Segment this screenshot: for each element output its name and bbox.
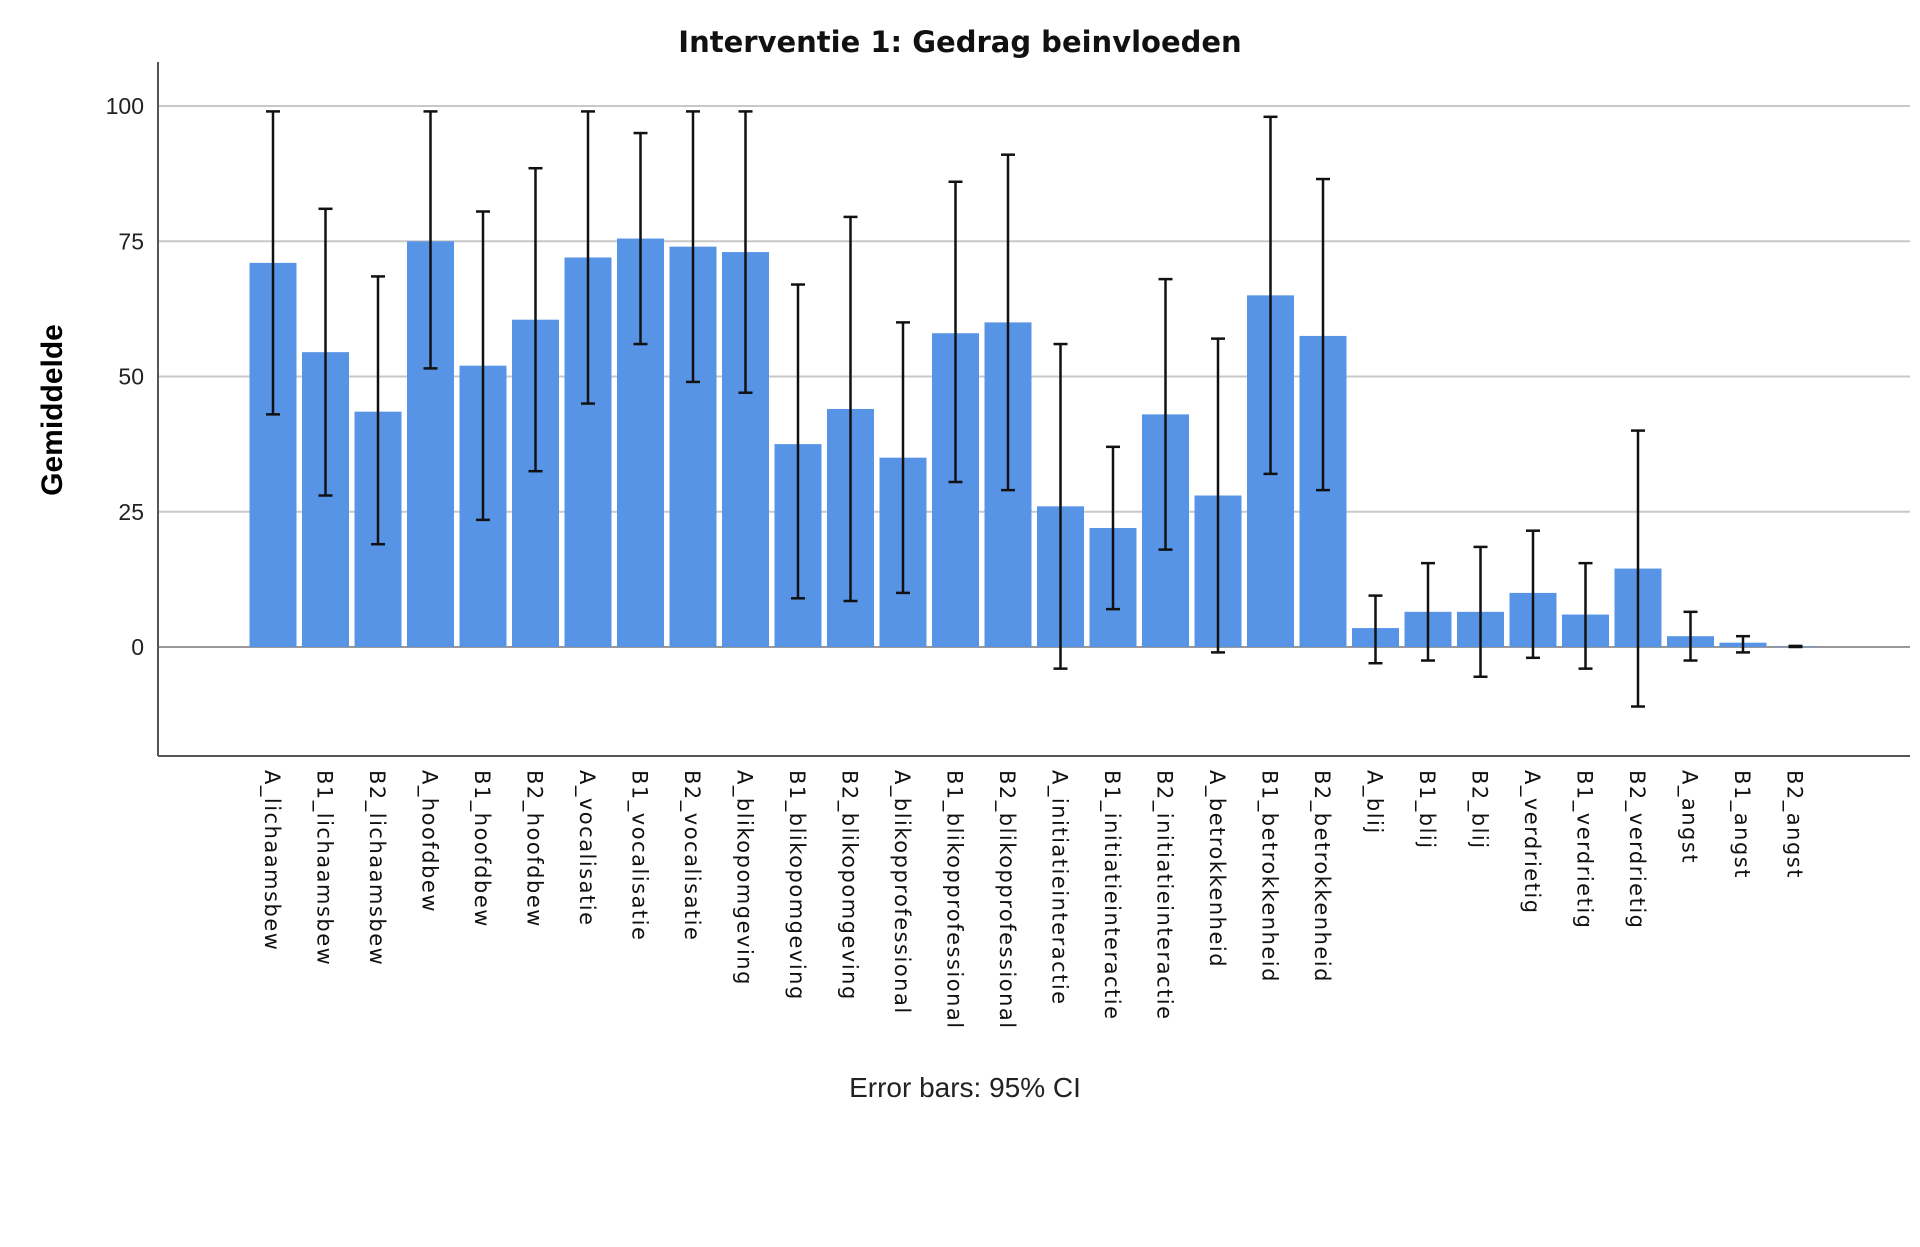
bars bbox=[249, 238, 1819, 648]
y-tick-label: 50 bbox=[118, 364, 144, 390]
x-tick-label: A_angst bbox=[1677, 770, 1702, 864]
error-bar bbox=[1263, 115, 1278, 476]
axes bbox=[157, 62, 1910, 757]
x-tick-label: B2_betrokkenheid bbox=[1309, 770, 1334, 983]
error-bar bbox=[1421, 561, 1435, 662]
y-axis-title: Gemiddelde bbox=[36, 324, 69, 496]
x-tick-label: B1_betrokkenheid bbox=[1257, 770, 1282, 983]
x-tick-label: B2_hoofdbew bbox=[522, 770, 547, 928]
error-bar bbox=[948, 180, 963, 484]
error-bar bbox=[1683, 610, 1698, 662]
error-bar bbox=[1316, 177, 1330, 492]
x-tick-label: A_betrokkenheid bbox=[1204, 770, 1229, 968]
x-tick-label: B1_lichaamsbew bbox=[312, 770, 337, 966]
error-bar bbox=[896, 321, 910, 595]
error-bar bbox=[1106, 445, 1120, 611]
error-bar bbox=[423, 110, 438, 370]
y-tick-label: 75 bbox=[118, 228, 144, 254]
error-bar bbox=[318, 207, 333, 497]
error-bar bbox=[633, 131, 648, 346]
x-tick-label: A_verdrietig bbox=[1519, 770, 1544, 915]
error-bar bbox=[686, 110, 700, 384]
error-bar bbox=[1211, 337, 1225, 654]
x-tick-label: B2_blikopomgeving bbox=[837, 770, 862, 1001]
error-bar bbox=[1473, 545, 1488, 679]
error-bar bbox=[476, 210, 490, 522]
x-tick-label: A_hoofdbew bbox=[417, 770, 442, 913]
x-tick-label: B1_vocalisatie bbox=[627, 770, 652, 941]
error-bar bbox=[843, 215, 858, 603]
x-tick-label: A_blikopprofessional bbox=[889, 770, 914, 1015]
error-bar bbox=[528, 166, 543, 473]
x-tick-label: A_lichaamsbew bbox=[259, 770, 284, 951]
chart-title: Interventie 1: Gedrag beinvloeden bbox=[678, 25, 1241, 59]
x-tick-label: B2_initiatieinteractie bbox=[1152, 770, 1177, 1021]
error-bar bbox=[1578, 561, 1593, 670]
x-tick-label: A_vocalisatie bbox=[574, 770, 599, 927]
x-tick-label: A_blij bbox=[1362, 770, 1387, 835]
x-tick-label: B2_vocalisatie bbox=[679, 770, 704, 941]
error-bar bbox=[1053, 342, 1068, 670]
error-bars bbox=[266, 110, 1803, 708]
y-tick-label: 25 bbox=[118, 499, 144, 525]
error-bar bbox=[1158, 277, 1173, 551]
x-tick-label: A_blikopomgeving bbox=[732, 770, 757, 986]
error-bar bbox=[791, 283, 805, 600]
error-bar bbox=[1736, 634, 1750, 654]
x-tick-label: B2_angst bbox=[1782, 770, 1807, 879]
error-bar bbox=[1788, 644, 1803, 649]
x-tick-label: B1_blikopprofessional bbox=[942, 770, 967, 1030]
y-tick-labels: 0 25 50 75 100 bbox=[106, 93, 144, 660]
x-tick-label: B2_blikopprofessional bbox=[994, 770, 1019, 1030]
error-bar bbox=[738, 110, 753, 394]
y-tick-label: 0 bbox=[131, 634, 144, 660]
error-bar bbox=[371, 275, 385, 546]
x-tick-label: B1_blikopomgeving bbox=[784, 770, 809, 1001]
x-tick-label: B2_blij bbox=[1467, 770, 1492, 850]
x-tick-label: A_initiatieinteractie bbox=[1047, 770, 1072, 1006]
x-tick-label: B2_lichaamsbew bbox=[364, 770, 389, 966]
error-bar bbox=[266, 110, 280, 416]
y-tick-label: 100 bbox=[106, 93, 144, 119]
error-bar-note: Error bars: 95% CI bbox=[849, 1072, 1081, 1103]
x-tick-label: B2_verdrietig bbox=[1624, 770, 1649, 930]
error-bar bbox=[1001, 153, 1015, 492]
x-tick-label: B1_angst bbox=[1729, 770, 1754, 879]
x-tick-label: B1_initiatieinteractie bbox=[1099, 770, 1124, 1021]
x-tick-label: B1_blij bbox=[1414, 770, 1439, 850]
x-tick-labels: A_lichaamsbew B1_lichaamsbew B2_lichaamsbe… bbox=[259, 770, 1807, 1030]
x-tick-label: B1_hoofdbew bbox=[469, 770, 494, 928]
x-tick-label: B1_verdrietig bbox=[1572, 770, 1597, 930]
error-bar bbox=[1631, 429, 1645, 708]
error-bar bbox=[1368, 594, 1383, 665]
error-bar bbox=[581, 110, 595, 405]
error-bar bbox=[1526, 529, 1540, 660]
